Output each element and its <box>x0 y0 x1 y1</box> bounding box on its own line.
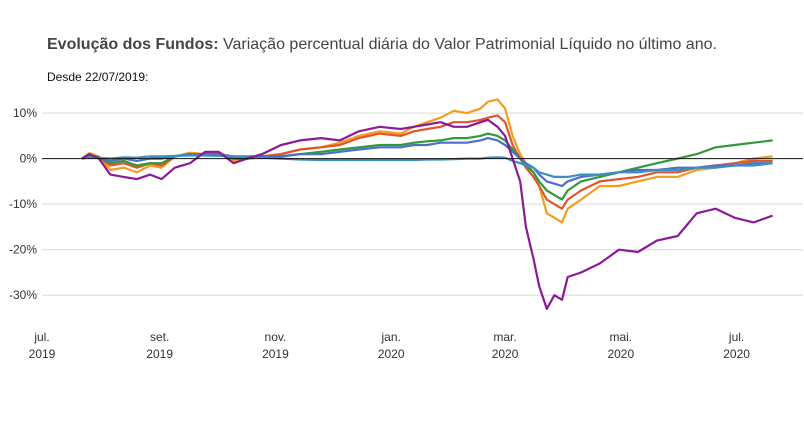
chart-title-bold: Evolução dos Fundos: <box>47 36 219 53</box>
x-tick-year-label: 2019 <box>146 347 173 361</box>
gridlines <box>42 112 803 296</box>
x-tick-month-label: jul. <box>728 330 744 344</box>
x-tick-month-label: set. <box>150 330 169 344</box>
y-tick-label: 0% <box>20 152 38 166</box>
series-line-4 <box>81 137 773 188</box>
chart-title: Evolução dos Fundos: Variação percentual… <box>47 36 717 54</box>
x-tick-month-label: mai. <box>609 330 632 344</box>
y-axis-labels: 10% 0% -10% -20% -30% <box>9 106 37 302</box>
x-tick-year-label: 2020 <box>723 347 750 361</box>
y-tick-label: -20% <box>9 243 37 257</box>
x-tick-month-label: mar. <box>493 330 516 344</box>
x-tick-year-label: 2020 <box>492 347 519 361</box>
x-tick-year-label: 2019 <box>262 347 289 361</box>
x-tick-year-label: 2019 <box>29 347 56 361</box>
x-axis-labels: jul. 2019 set. 2019 nov. 2019 jan. 2020 mar. 2020… <box>29 330 751 361</box>
x-tick-month-label: jan. <box>381 330 401 344</box>
y-tick-label: -30% <box>9 288 37 302</box>
x-tick-year-label: 2020 <box>607 347 634 361</box>
series-line-2 <box>81 114 773 210</box>
chart-subtitle: Desde 22/07/2019: <box>47 70 149 84</box>
series-line-3 <box>81 132 773 201</box>
x-tick-month-label: nov. <box>265 330 287 344</box>
x-tick-year-label: 2020 <box>378 347 405 361</box>
y-tick-label: 10% <box>13 106 37 120</box>
y-tick-label: -10% <box>9 197 37 211</box>
series-line-6 <box>81 118 773 310</box>
x-tick-month-label: jul. <box>33 330 49 344</box>
chart-title-rest: Variação percentual diária do Valor Patr… <box>218 36 717 53</box>
